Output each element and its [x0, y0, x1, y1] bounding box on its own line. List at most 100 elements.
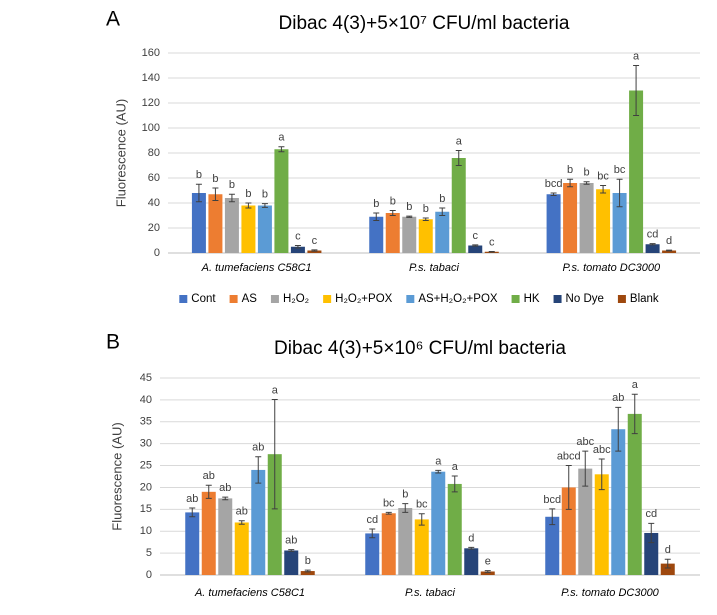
legend-label: AS: [242, 293, 258, 305]
significance-letter: abc: [593, 444, 611, 456]
error-bar: [212, 187, 219, 201]
y-tick-label: 30: [140, 438, 152, 450]
legend-swatch: [229, 295, 238, 303]
error-bar: [600, 185, 607, 194]
bar: [224, 198, 239, 253]
significance-letter: b: [196, 169, 202, 181]
legend: Cont AS H₂O₂ H₂O₂+POX AS+H₂O₂+POX HK No Dye Bla…: [179, 293, 659, 305]
error-bar: [222, 496, 229, 501]
x-tick-label: A. tumefaciens C58C1: [201, 262, 312, 274]
significance-letter: cd: [647, 229, 659, 241]
bar: [290, 246, 305, 253]
legend-label: Cont: [191, 293, 216, 305]
error-bar: [488, 251, 495, 253]
legend-swatch: [617, 295, 626, 303]
significance-letter: bc: [383, 497, 395, 509]
bar: [451, 158, 466, 253]
legend-label: No Dye: [566, 293, 604, 305]
bar: [208, 194, 223, 253]
y-tick-label: 15: [140, 503, 152, 515]
significance-letter: ab: [612, 392, 624, 404]
y-tick-label: 40: [140, 394, 152, 406]
error-bar: [389, 210, 396, 216]
bar: [579, 183, 594, 253]
significance-letter: b: [262, 189, 268, 201]
bar: [251, 469, 266, 575]
significance-letter: ab: [203, 470, 215, 482]
error-bar: [615, 406, 622, 452]
error-bar: [255, 456, 262, 484]
error-bar: [369, 528, 376, 539]
legend-swatch: [270, 295, 279, 303]
bar: [627, 413, 642, 575]
error-bar: [439, 207, 446, 216]
x-tick-label: P.s. tabaci: [405, 587, 455, 599]
error-bar: [455, 150, 462, 166]
bar: [611, 429, 626, 575]
error-bar: [304, 569, 311, 573]
bar: [645, 244, 660, 253]
bar: [218, 498, 233, 575]
significance-letter: b: [439, 193, 445, 205]
error-bar: [468, 546, 475, 550]
error-bar: [565, 465, 572, 510]
error-bar: [567, 178, 574, 188]
panel-label: B: [106, 331, 120, 354]
y-tick-label: 100: [142, 122, 160, 134]
bar: [257, 205, 272, 253]
significance-letter: a: [456, 135, 463, 147]
significance-letter: bc: [416, 499, 428, 511]
legend-swatch: [553, 295, 562, 303]
error-bar: [435, 469, 442, 474]
error-bar: [402, 503, 409, 513]
y-tick-label: 5: [146, 547, 152, 559]
error-bar: [616, 178, 623, 208]
bar: [402, 216, 417, 253]
x-tick-label: P.s. tabaci: [409, 262, 459, 274]
significance-letter: c: [312, 235, 318, 247]
y-tick-label: 10: [140, 525, 152, 537]
bar: [578, 468, 593, 575]
significance-letter: b: [212, 173, 218, 185]
legend-label: Blank: [630, 293, 659, 305]
bar: [435, 211, 450, 253]
error-bar: [598, 458, 605, 491]
error-bar: [472, 244, 479, 247]
error-bar: [228, 193, 235, 203]
bar: [274, 149, 289, 253]
significance-letter: c: [489, 236, 495, 248]
bar: [545, 516, 560, 575]
significance-letter: a: [633, 50, 640, 62]
significance-letter: b: [402, 489, 408, 501]
bar: [201, 491, 216, 575]
bar: [185, 512, 200, 575]
error-bar: [451, 475, 458, 493]
legend-swatch: [323, 295, 332, 303]
y-axis-label: Fluorescence (AU): [109, 422, 124, 530]
significance-letter: bcd: [545, 178, 563, 190]
error-bar: [664, 558, 671, 569]
bar: [414, 519, 429, 575]
legend-label: AS+H₂O₂+POX: [418, 293, 498, 305]
significance-letter: abc: [576, 436, 594, 448]
y-axis-label: Fluorescence (AU): [113, 99, 128, 207]
error-bar: [288, 549, 295, 552]
significance-letter: d: [666, 235, 672, 247]
bar: [385, 213, 400, 253]
legend-label: H₂O₂: [283, 293, 309, 305]
y-tick-label: 40: [148, 197, 160, 209]
significance-letter: bcd: [543, 494, 561, 506]
y-tick-label: 80: [148, 147, 160, 159]
panel-label: A: [106, 8, 120, 31]
y-tick-label: 160: [142, 47, 160, 59]
significance-letter: b: [390, 195, 396, 207]
significance-letter: b: [423, 203, 429, 215]
legend-swatch: [406, 295, 415, 303]
error-bar: [278, 146, 285, 153]
significance-letter: abcd: [557, 450, 581, 462]
error-bar: [649, 243, 656, 246]
significance-letter: d: [665, 544, 671, 556]
y-tick-label: 20: [140, 481, 152, 493]
bar: [307, 250, 322, 253]
error-bar: [549, 508, 556, 526]
